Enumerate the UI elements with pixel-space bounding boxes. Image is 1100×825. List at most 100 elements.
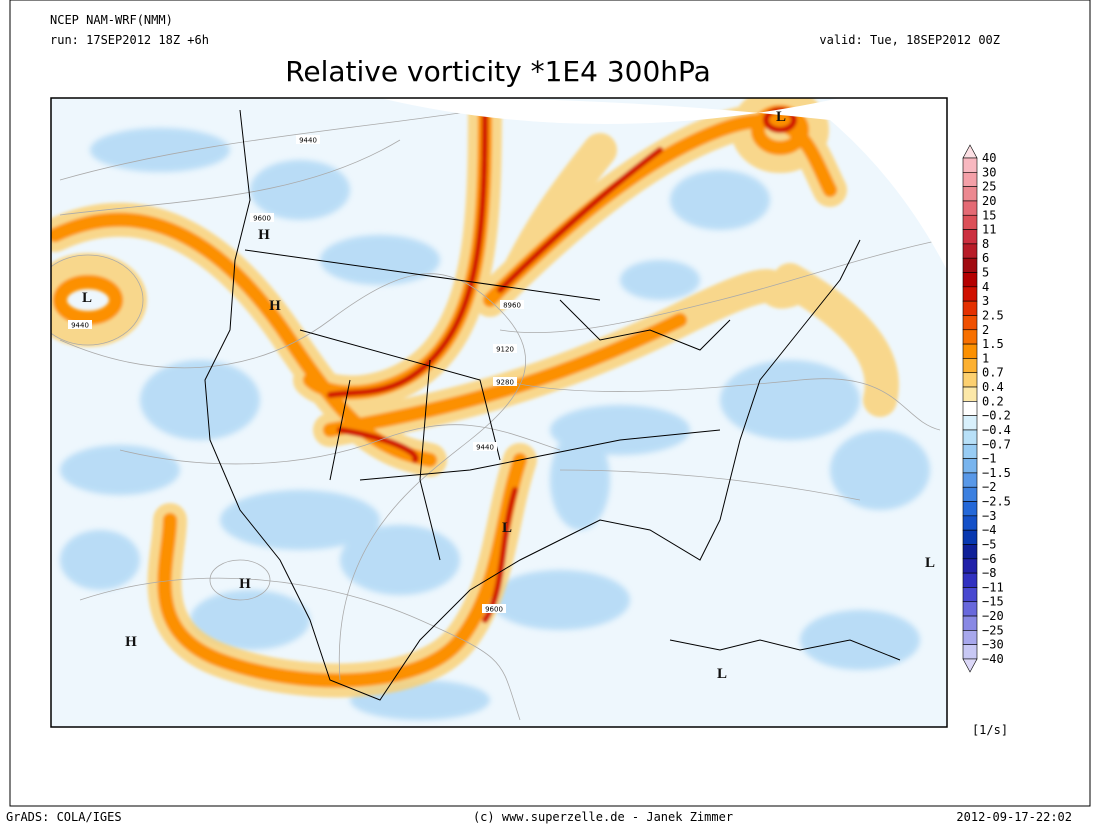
colorbar-label: −30 — [982, 638, 1004, 652]
colorbar-box — [962, 401, 978, 416]
colorbar-label: −4 — [982, 523, 996, 537]
colorbar-label: −0.7 — [982, 437, 1011, 451]
colorbar-label: −5 — [982, 537, 996, 551]
colorbar-box — [962, 544, 978, 560]
colorbar-label: 1 — [982, 351, 989, 365]
colorbar-label: 3 — [982, 294, 989, 308]
colorbar-box — [962, 172, 978, 187]
colorbar-box — [962, 358, 978, 374]
colorbar-label: −1 — [982, 452, 996, 466]
colorbar-box — [962, 558, 978, 574]
colorbar-box — [962, 300, 978, 316]
negative-vorticity — [60, 128, 930, 720]
colorbar-box — [962, 429, 978, 445]
colorbar-box — [962, 443, 978, 459]
height-contours — [51, 109, 941, 721]
colorbar-box — [962, 157, 978, 173]
colorbar-box — [962, 415, 978, 431]
colorbar-arrow-bottom — [962, 658, 978, 673]
colorbar-label: 8 — [982, 237, 989, 251]
colorbar-label: 25 — [982, 180, 996, 194]
footer-timestamp: 2012-09-17-22:02 — [956, 810, 1072, 824]
colorbar-label: −2.5 — [982, 495, 1011, 509]
height-label-box — [473, 442, 497, 451]
colorbar-unit: [1/s] — [972, 723, 1008, 737]
height-label: 9120 — [496, 346, 514, 354]
colorbar-box — [962, 186, 978, 202]
colorbar-label: −0.2 — [982, 409, 1011, 423]
colorbar-box — [962, 243, 978, 259]
colorbar-label: 2 — [982, 323, 989, 337]
map-title: Relative vorticity *1E4 300hPa — [285, 55, 711, 88]
colorbar-label: −8 — [982, 566, 996, 580]
colorbar-box — [962, 501, 978, 517]
height-label: 8960 — [503, 302, 521, 310]
footer-software: GrADS: COLA/IGES — [6, 810, 122, 824]
height-label-box — [493, 377, 517, 386]
jet-bands — [51, 98, 899, 698]
colorbar-box — [962, 200, 978, 216]
height-label: 9440 — [299, 137, 317, 145]
height-label-box — [296, 135, 320, 144]
height-label-box — [68, 320, 92, 329]
height-label: 9440 — [71, 322, 89, 330]
pressure-center: L — [82, 290, 92, 306]
height-label: 9600 — [253, 215, 271, 223]
colorbar-label: 5 — [982, 266, 989, 280]
pressure-center: H — [269, 298, 281, 314]
colorbar-box — [962, 515, 978, 531]
colorbar-label: −2 — [982, 480, 996, 494]
colorbar-label: −1.5 — [982, 466, 1011, 480]
colorbar-label: 2.5 — [982, 308, 1004, 322]
map-border — [50, 97, 948, 728]
colorbar-box — [962, 229, 978, 245]
colorbar-label: 20 — [982, 194, 996, 208]
pressure-center: H — [258, 227, 270, 243]
height-label-box — [482, 604, 506, 613]
colorbar-box — [962, 458, 978, 474]
pressure-center: L — [502, 520, 512, 536]
colorbar-label: −0.4 — [982, 423, 1011, 437]
run-info: run: 17SEP2012 18Z +6h — [50, 33, 209, 47]
outside-domain — [51, 98, 947, 270]
height-label-box — [250, 213, 274, 222]
colorbar-box — [962, 587, 978, 603]
colorbar-box — [962, 343, 978, 359]
colorbar-box — [962, 329, 978, 345]
height-label-box — [500, 300, 524, 309]
colorbar-label: −15 — [982, 595, 1004, 609]
colorbar-box — [962, 630, 978, 645]
colorbar-label: 40 — [982, 151, 996, 165]
colorbar-box — [962, 214, 978, 230]
colorbar-label: 0.4 — [982, 380, 1004, 394]
colorbar-box — [962, 644, 978, 660]
footer-credit: (c) www.superzelle.de - Janek Zimmer — [473, 810, 733, 824]
colorbar-label: 0.7 — [982, 366, 1004, 380]
colorbar-box — [962, 257, 978, 273]
colorbar-label: −6 — [982, 552, 996, 566]
colorbar-box — [962, 529, 978, 545]
colorbar-box — [962, 615, 978, 631]
colorbar-label: 15 — [982, 208, 996, 222]
colorbar-box — [962, 472, 978, 488]
pressure-center: L — [717, 666, 727, 682]
colorbar-label: −3 — [982, 509, 996, 523]
pressure-center: L — [925, 555, 935, 571]
height-label: 9280 — [496, 379, 514, 387]
boundaries — [204, 109, 901, 701]
colorbar-label: 11 — [982, 223, 996, 237]
map — [51, 98, 947, 727]
height-label: 9440 — [476, 444, 494, 452]
model-name: NCEP NAM-WRF(NMM) — [50, 13, 173, 27]
pressure-center: L — [776, 109, 786, 125]
height-label: 9600 — [485, 606, 503, 614]
pressure-center: H — [239, 576, 251, 592]
height-label-box — [493, 344, 517, 353]
colorbar-box — [962, 315, 978, 331]
colorbar-label: 30 — [982, 165, 996, 179]
colorbar-label: 6 — [982, 251, 989, 265]
colorbar: 403025201511865432.521.510.70.40.2−0.2−0… — [962, 144, 1011, 673]
colorbar-box — [962, 572, 978, 588]
colorbar-label: −20 — [982, 609, 1004, 623]
